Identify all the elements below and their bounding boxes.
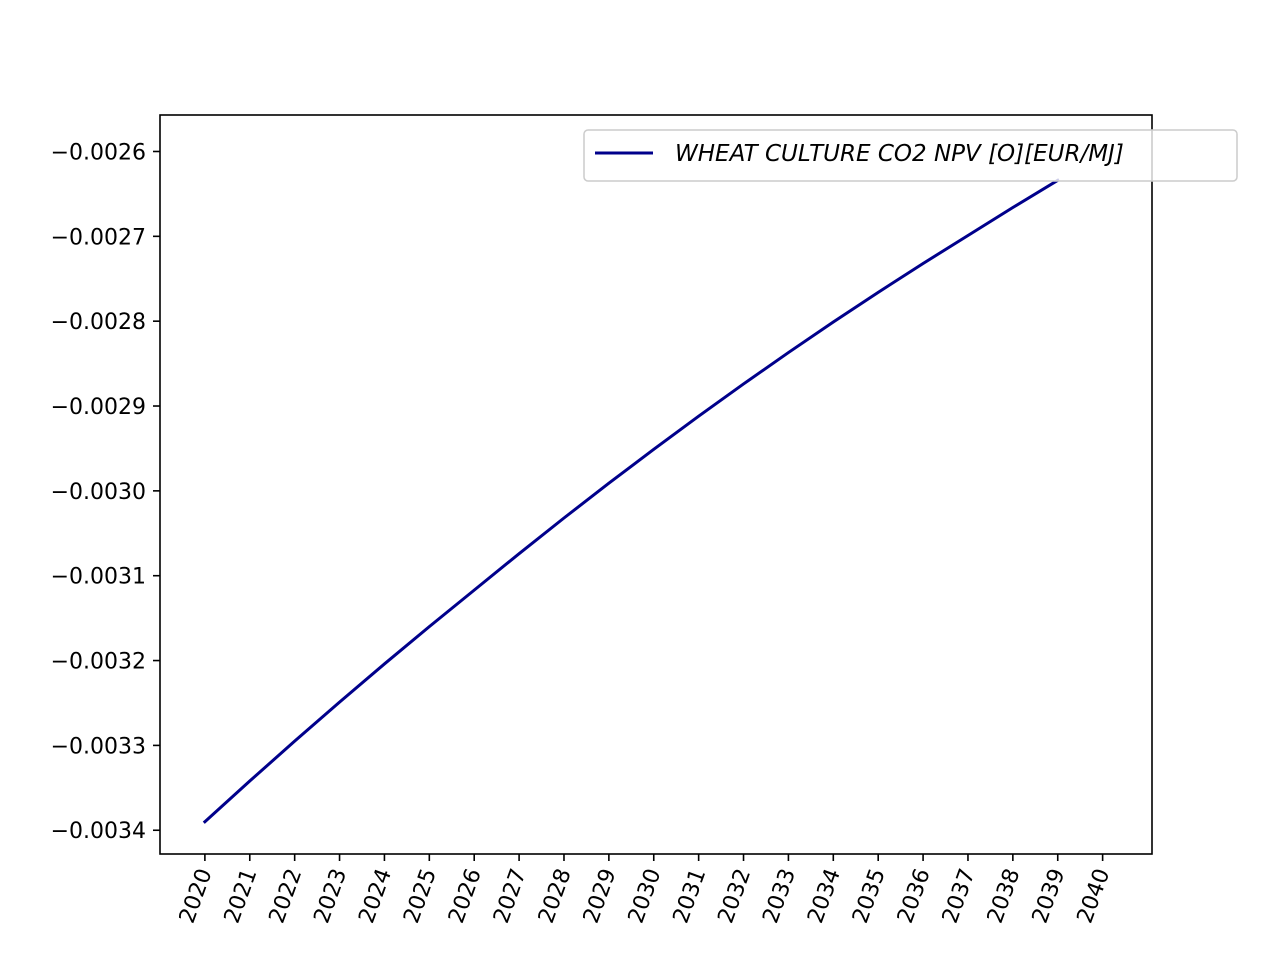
y-tick-label: −0.0034 xyxy=(51,819,146,844)
y-tick-label: −0.0030 xyxy=(51,480,146,505)
y-tick-label: −0.0026 xyxy=(51,140,146,165)
data-point xyxy=(921,262,925,265)
data-point xyxy=(966,234,970,237)
data-point xyxy=(652,448,655,451)
data-point xyxy=(473,588,476,592)
data-point xyxy=(293,739,296,743)
plot-frame xyxy=(159,114,1153,855)
y-tick-label: −0.0032 xyxy=(51,650,146,675)
legend: WHEAT CULTURE CO2 NPV [O][EUR/MJ] xyxy=(583,129,1238,182)
legend-box xyxy=(583,129,1238,182)
y-tick-label: −0.0029 xyxy=(51,395,146,420)
data-point xyxy=(338,700,341,704)
legend-label: WHEAT CULTURE CO2 NPV [O][EUR/MJ] xyxy=(675,141,1124,167)
data-point xyxy=(428,625,431,628)
plot-area xyxy=(160,115,1152,854)
data-point xyxy=(787,351,790,354)
y-axis: −0.0034 −0.0033 −0.0032 −0.0031 −0.0030 −0.00… xyxy=(51,140,160,844)
data-point xyxy=(607,482,611,485)
y-tick-label: −0.0027 xyxy=(51,225,146,250)
y-tick-label: −0.0028 xyxy=(51,310,146,335)
data-point xyxy=(383,662,386,666)
data-point xyxy=(517,552,521,555)
data-point xyxy=(562,516,566,520)
data-point xyxy=(203,820,207,823)
data-point xyxy=(876,291,880,294)
series-line xyxy=(202,178,1060,824)
data-point xyxy=(697,414,700,418)
data-point xyxy=(742,382,745,386)
data-point xyxy=(1011,206,1015,209)
y-tick-label: −0.0033 xyxy=(51,734,146,759)
data-point xyxy=(832,320,835,324)
data-point xyxy=(248,779,251,783)
y-tick-label: −0.0031 xyxy=(51,565,146,590)
